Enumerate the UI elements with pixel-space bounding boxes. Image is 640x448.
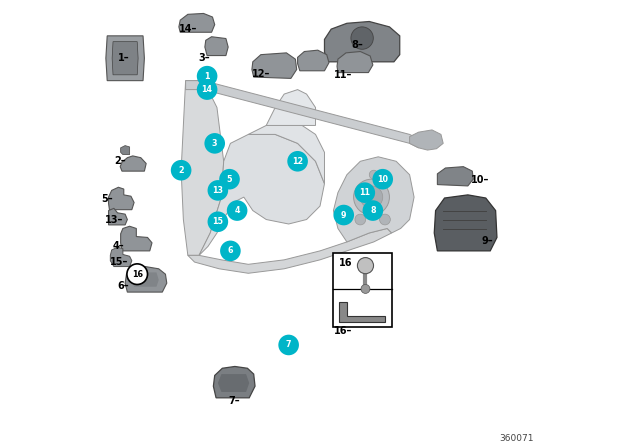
Bar xyxy=(333,253,392,327)
Circle shape xyxy=(353,179,389,215)
Text: 5: 5 xyxy=(227,175,232,184)
Circle shape xyxy=(355,182,375,203)
Polygon shape xyxy=(218,374,249,392)
Text: 5–: 5– xyxy=(101,194,113,204)
Polygon shape xyxy=(106,36,145,81)
Polygon shape xyxy=(109,208,127,225)
Text: 6: 6 xyxy=(228,246,233,255)
Circle shape xyxy=(278,335,299,355)
Text: 10–: 10– xyxy=(470,175,489,185)
Text: 3: 3 xyxy=(212,139,218,148)
Circle shape xyxy=(287,151,308,172)
Polygon shape xyxy=(120,226,152,251)
Text: 16: 16 xyxy=(339,258,352,268)
Polygon shape xyxy=(132,272,159,287)
Circle shape xyxy=(197,66,218,86)
Polygon shape xyxy=(205,37,228,56)
Text: 8–: 8– xyxy=(351,40,363,50)
Circle shape xyxy=(171,160,191,181)
Text: 4–: 4– xyxy=(113,241,125,250)
Text: 1: 1 xyxy=(204,72,210,81)
Circle shape xyxy=(355,214,365,225)
Text: 9: 9 xyxy=(341,211,346,220)
Text: 13–: 13– xyxy=(105,215,124,225)
Polygon shape xyxy=(120,146,129,155)
Polygon shape xyxy=(179,13,214,32)
Circle shape xyxy=(204,133,225,154)
Text: 16–: 16– xyxy=(334,326,353,336)
Text: 360071: 360071 xyxy=(500,434,534,443)
Polygon shape xyxy=(248,121,324,184)
Text: 15: 15 xyxy=(212,217,223,226)
Circle shape xyxy=(372,169,393,190)
Circle shape xyxy=(227,200,248,221)
Circle shape xyxy=(360,186,383,208)
Text: 12–: 12– xyxy=(252,69,270,79)
Circle shape xyxy=(333,205,354,225)
Text: 11: 11 xyxy=(359,188,371,197)
Polygon shape xyxy=(437,167,473,186)
Circle shape xyxy=(357,258,374,274)
Text: 6–: 6– xyxy=(118,281,129,291)
Text: 8: 8 xyxy=(370,206,376,215)
Text: 14–: 14– xyxy=(179,24,197,34)
Text: 9–: 9– xyxy=(481,236,493,246)
Polygon shape xyxy=(333,157,414,242)
Circle shape xyxy=(207,211,228,232)
Text: 16: 16 xyxy=(132,270,143,279)
Circle shape xyxy=(207,180,228,201)
Text: 7: 7 xyxy=(286,340,291,349)
Circle shape xyxy=(369,170,378,179)
Text: 2–: 2– xyxy=(114,156,125,166)
Text: 3–: 3– xyxy=(198,53,210,63)
Polygon shape xyxy=(252,53,297,78)
Text: 7–: 7– xyxy=(228,396,240,405)
Circle shape xyxy=(362,200,383,221)
Polygon shape xyxy=(120,156,146,171)
Text: 15–: 15– xyxy=(109,257,128,267)
Polygon shape xyxy=(324,22,400,62)
Polygon shape xyxy=(339,302,385,322)
Text: 2: 2 xyxy=(179,166,184,175)
Circle shape xyxy=(380,214,390,225)
Text: 14: 14 xyxy=(202,85,212,94)
Polygon shape xyxy=(125,267,167,292)
Text: 1–: 1– xyxy=(118,53,129,63)
Circle shape xyxy=(351,27,373,49)
Polygon shape xyxy=(181,81,223,255)
Polygon shape xyxy=(298,50,329,71)
Text: 11–: 11– xyxy=(334,70,353,80)
Circle shape xyxy=(219,169,240,190)
Polygon shape xyxy=(410,130,443,150)
Polygon shape xyxy=(337,52,373,73)
Polygon shape xyxy=(188,228,392,273)
Circle shape xyxy=(361,284,370,293)
Polygon shape xyxy=(112,42,138,75)
Polygon shape xyxy=(109,187,134,210)
Circle shape xyxy=(197,79,218,100)
Polygon shape xyxy=(266,90,316,125)
Text: 10: 10 xyxy=(377,175,388,184)
Text: 12: 12 xyxy=(292,157,303,166)
Polygon shape xyxy=(110,247,132,267)
Circle shape xyxy=(127,264,147,284)
Text: 13: 13 xyxy=(212,186,223,195)
Polygon shape xyxy=(435,195,497,251)
Circle shape xyxy=(220,241,241,261)
Polygon shape xyxy=(199,134,324,255)
Polygon shape xyxy=(213,366,255,398)
Text: 4: 4 xyxy=(234,206,240,215)
Polygon shape xyxy=(186,81,419,148)
